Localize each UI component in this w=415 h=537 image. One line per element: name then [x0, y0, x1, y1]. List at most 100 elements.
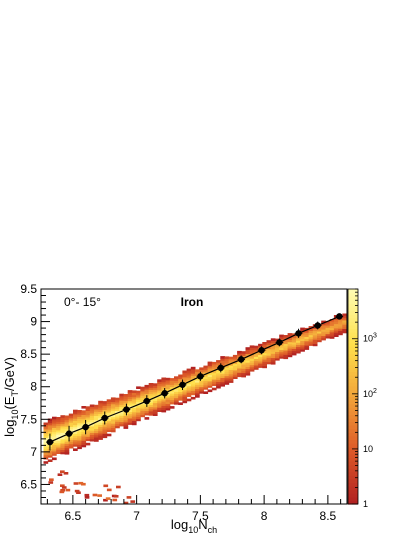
- heatmap-cell: [333, 319, 339, 322]
- heatmap-cell: [304, 330, 310, 333]
- heatmap-cell: [131, 394, 137, 398]
- plot-frame: [40, 288, 348, 505]
- heatmap-cell: [119, 398, 124, 401]
- profile-point: [295, 330, 302, 337]
- heatmap-cell: [207, 361, 213, 365]
- heatmap-cell: [296, 344, 301, 348]
- heatmap-cell: [106, 403, 112, 407]
- heatmap-cell: [131, 399, 137, 402]
- heatmap-cell: [203, 374, 209, 377]
- heatmap-cell: [85, 434, 91, 437]
- heatmap-cell: [110, 421, 116, 424]
- x-axis-title: log10Nch: [171, 517, 217, 535]
- heatmap-cell: [321, 320, 326, 324]
- heatmap-cell: [228, 363, 234, 366]
- color-scale-swatch: [348, 410, 358, 416]
- heatmap-cell: [174, 384, 179, 388]
- heatmap-cell: [211, 370, 217, 374]
- heatmap-cell: [123, 402, 129, 406]
- heatmap-cell: [106, 412, 112, 415]
- heatmap-cell: [178, 380, 183, 384]
- heatmap-cell: [144, 406, 150, 409]
- heatmap-cell: [308, 326, 314, 329]
- heatmap-cell: [161, 384, 167, 387]
- color-scale-swatch: [348, 392, 358, 398]
- heatmap-cell: [283, 343, 289, 347]
- heatmap-cell: [195, 382, 200, 385]
- heatmap-cell: [266, 348, 272, 352]
- heatmap-cell: [64, 437, 70, 440]
- heatmap-cell: [60, 443, 66, 446]
- profile-point: [258, 347, 265, 354]
- x-tick-label: 8: [261, 509, 268, 523]
- heatmap-cell: [56, 449, 61, 452]
- heatmap-cell: [140, 414, 145, 418]
- heatmap-cell: [308, 334, 314, 338]
- heatmap-cell: [287, 337, 293, 340]
- heatmap-cell: [68, 422, 74, 425]
- heatmap-cell: [73, 448, 78, 451]
- heatmap-cell: [47, 452, 53, 456]
- heatmap-cell: [77, 427, 82, 430]
- heatmap-cell: [136, 416, 141, 420]
- heatmap-cell: [182, 400, 188, 404]
- heatmap-cell: [89, 430, 95, 433]
- y-tick-label: 6.5: [20, 477, 37, 491]
- heatmap-cell: [63, 472, 69, 475]
- heatmap-cell: [119, 395, 124, 399]
- heatmap-cell: [199, 378, 204, 381]
- heatmap-cell: [89, 415, 95, 418]
- heatmap-cell: [98, 435, 103, 438]
- heatmap-cell: [74, 489, 80, 493]
- heatmap-cell: [161, 405, 167, 409]
- heatmap-cell: [224, 377, 230, 381]
- heatmap-cell: [52, 427, 57, 430]
- heatmap-cell: [85, 423, 91, 427]
- x-axis: 6.5 7 7.5 8 8.5: [46, 495, 342, 523]
- heatmap-cell: [287, 339, 293, 343]
- heatmap-cell: [119, 415, 124, 418]
- heatmap-cell: [68, 428, 74, 432]
- heatmap-cell: [123, 419, 129, 423]
- heatmap-cell: [73, 429, 78, 432]
- heatmap-cell: [308, 341, 314, 344]
- heatmap-cell: [338, 332, 343, 336]
- heatmap-cell: [211, 372, 217, 376]
- heatmap-cell: [98, 415, 103, 419]
- heatmap-cell: [110, 401, 116, 405]
- heatmap-cell: [43, 435, 49, 438]
- heatmap-cell: [275, 351, 280, 355]
- heatmap-cell: [262, 359, 267, 362]
- heatmap-cell: [165, 382, 171, 385]
- heatmap-cell: [333, 323, 339, 327]
- heatmap-cell: [73, 444, 78, 447]
- heatmap-cell: [84, 496, 90, 499]
- color-scale-swatch: [348, 500, 358, 505]
- heatmap-cell: [279, 345, 284, 348]
- heatmap-cell: [195, 371, 200, 374]
- heatmap-cell: [60, 489, 65, 492]
- heatmap-cell: [312, 330, 318, 334]
- heatmap-cell: [169, 380, 175, 383]
- heatmap-cell: [136, 386, 141, 389]
- color-scale-swatch: [348, 478, 358, 484]
- heatmap-cell: [94, 413, 99, 416]
- heatmap-cell: [283, 356, 289, 360]
- heatmap-cell: [262, 361, 267, 364]
- heatmap-cell: [52, 457, 57, 461]
- heatmap-cell: [81, 444, 87, 448]
- heatmap-cell: [241, 366, 246, 369]
- heatmap-cell: [190, 371, 196, 374]
- heatmap-cell: [123, 413, 129, 416]
- color-scale-swatch: [348, 396, 358, 401]
- heatmap-cell: [266, 359, 272, 363]
- heatmap-cell: [68, 441, 74, 445]
- heatmap-cell: [296, 342, 301, 345]
- profile-point: [161, 390, 168, 397]
- heatmap-cell: [329, 323, 335, 326]
- heatmap-cell: [262, 363, 267, 367]
- heatmap-cell: [245, 370, 251, 374]
- color-scale-swatch: [348, 385, 358, 390]
- heatmap-cell: [136, 405, 141, 409]
- profile-point: [197, 373, 204, 380]
